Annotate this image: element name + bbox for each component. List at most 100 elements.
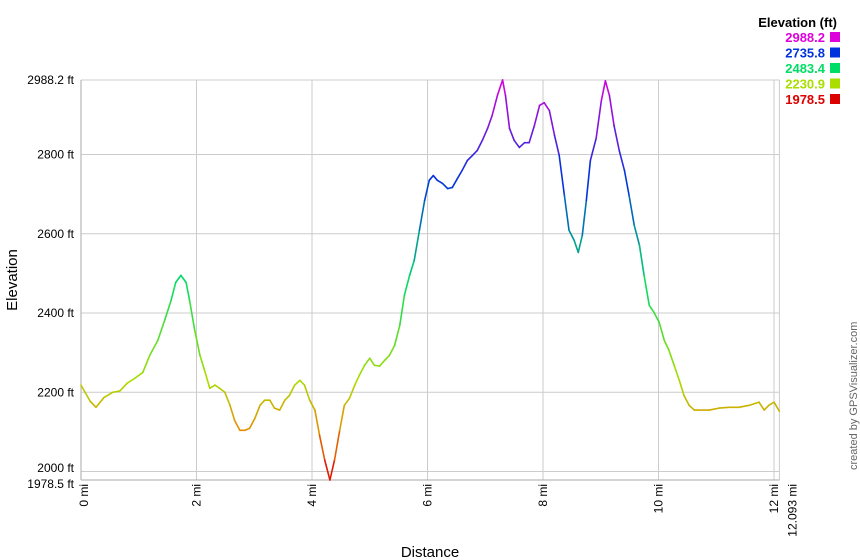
legend-value: 2483.4 (785, 61, 826, 76)
legend-value: 2230.9 (785, 77, 825, 92)
legend-swatch (830, 63, 840, 73)
profile-segment (553, 134, 560, 157)
profile-segment (126, 377, 136, 384)
profile-segment (299, 379, 306, 386)
profile-segment (668, 349, 675, 367)
y-axis-title: Elevation (4, 249, 21, 311)
profile-segment (758, 401, 766, 411)
profile-segment (748, 401, 760, 407)
profile-segment (683, 394, 690, 407)
x-tick-label: 12.093 mi (785, 484, 799, 537)
profile-segment (568, 229, 576, 242)
profile-segment (218, 387, 226, 394)
profile-segment (163, 299, 172, 321)
profile-segment (428, 174, 435, 182)
profile-segment (504, 94, 511, 130)
y-tick-label: 2600 ft (37, 227, 74, 241)
profile-segment (111, 390, 121, 394)
elevation-profile (80, 79, 781, 481)
profile-segment (643, 274, 651, 307)
profile-segment (214, 384, 221, 390)
profile-segment (604, 80, 611, 97)
profile-segment (103, 391, 114, 399)
profile-segment (388, 344, 396, 357)
y-tick-label: 2400 ft (37, 306, 74, 320)
profile-segment (278, 399, 286, 411)
profile-segment (233, 419, 241, 432)
profile-segment (141, 354, 151, 374)
x-tick-label: 4 mi (305, 484, 319, 507)
profile-segment (148, 339, 159, 357)
profile-segment (393, 324, 401, 347)
profile-segment (203, 369, 211, 390)
profile-segment (333, 429, 341, 461)
x-tick-label: 12 mi (767, 484, 781, 513)
profile-segment (314, 409, 321, 436)
profile-segment (188, 299, 196, 332)
profile-segment (486, 114, 493, 130)
profile-segment (613, 124, 621, 152)
profile-segment (118, 382, 129, 392)
profile-segment (259, 399, 266, 407)
profile-segment (688, 404, 696, 411)
y-tick-label: 1978.5 ft (27, 477, 74, 491)
profile-segment (633, 224, 641, 247)
legend-title: Elevation (ft) (758, 15, 837, 30)
profile-segment (80, 384, 92, 403)
y-tick-label: 2000 ft (37, 461, 74, 475)
profile-segment (538, 101, 545, 107)
x-tick-label: 10 mi (652, 484, 666, 513)
profile-segment (318, 434, 326, 461)
profile-segment (658, 321, 666, 342)
profile-segment (133, 371, 144, 380)
profile-segment (273, 407, 281, 411)
profile-segment (533, 104, 541, 127)
profile-segment (518, 141, 526, 149)
profile-segment (308, 399, 316, 411)
profile-segment (577, 234, 584, 254)
profile-segment (338, 404, 346, 432)
profile-segment (608, 94, 615, 127)
profile-segment (678, 379, 685, 397)
legend-value: 1978.5 (785, 92, 825, 107)
legend-value: 2988.2 (785, 30, 825, 45)
profile-segment (451, 177, 459, 189)
legend-swatch (830, 78, 840, 89)
profile-segment (323, 459, 331, 481)
profile-segment (738, 404, 750, 409)
profile-segment (303, 384, 311, 401)
x-axis-title: Distance (401, 544, 459, 560)
profile-segment (436, 179, 444, 185)
profile-segment (501, 79, 507, 97)
profile-segment (244, 427, 251, 432)
x-tick-label: 0 mi (77, 484, 91, 507)
profile-segment (513, 139, 521, 149)
profile-segment (491, 94, 499, 117)
profile-segment (403, 274, 411, 296)
profile-segment (508, 127, 515, 142)
profile-segment (543, 101, 551, 112)
profile-segment (648, 304, 655, 314)
profile-segment (423, 179, 431, 202)
profile-segment (284, 394, 291, 401)
profile-segment (481, 127, 489, 142)
profile-segment (585, 159, 592, 202)
profile-segment (288, 384, 296, 397)
profile-segment (496, 79, 504, 97)
profile-segment (528, 124, 536, 144)
profile-segment (170, 281, 177, 302)
profile-segment (408, 259, 416, 277)
profile-segment (248, 417, 256, 430)
profile-segment (413, 229, 421, 262)
profile-segment (653, 311, 660, 323)
grid (80, 79, 780, 481)
profile-segment (329, 459, 336, 481)
legend-swatch (830, 32, 840, 42)
legend-value: 2735.8 (785, 46, 825, 61)
profile-segment (456, 169, 463, 180)
profile-segment (476, 139, 484, 152)
profile-segment (663, 339, 670, 352)
profile-segment (224, 391, 231, 407)
